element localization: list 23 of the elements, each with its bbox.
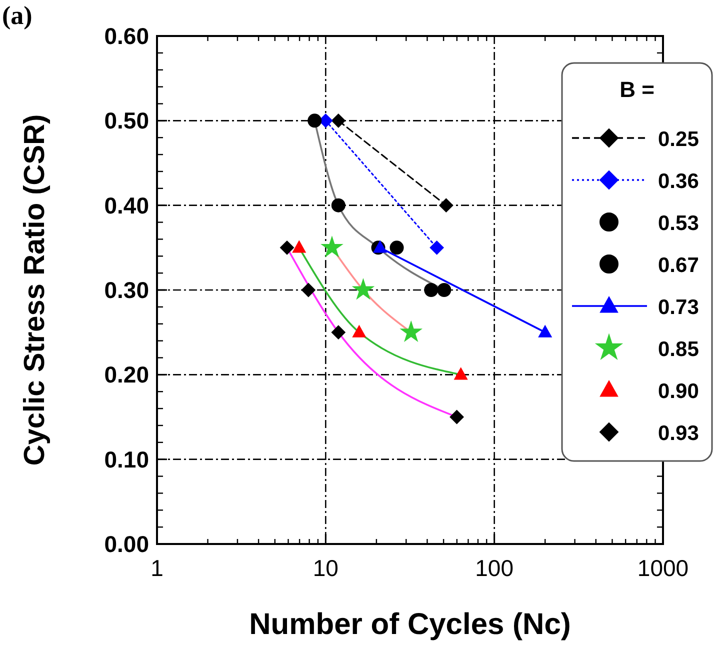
legend-label: 0.90 [658, 380, 699, 403]
y-axis-title: Cyclic Stress Ratio (CSR) [19, 114, 51, 466]
x-axis-title: Number of Cycles (Nc) [249, 608, 571, 641]
x-tick-label: 100 [475, 555, 514, 581]
legend-label: 0.25 [658, 128, 700, 151]
legend-title: B = [620, 77, 654, 102]
y-tick-label: 0.20 [104, 362, 149, 388]
x-tick-label: 1 [150, 555, 164, 581]
y-tick-label: 0.50 [104, 108, 149, 134]
y-tick-label: 0.10 [104, 446, 149, 472]
legend-label: 0.93 [658, 422, 699, 445]
y-tick-label: 0.40 [104, 192, 149, 218]
y-tick-label: 0.30 [104, 277, 149, 303]
x-tick-label: 10 [312, 555, 338, 581]
legend-label: 0.36 [658, 170, 699, 193]
chart-title: (a) [2, 1, 32, 30]
y-tick-label: 0.60 [104, 23, 149, 49]
legend-label: 0.67 [658, 254, 699, 277]
y-tick-label: 0.00 [104, 531, 149, 557]
legend-label: 0.73 [658, 296, 699, 319]
legend-label: 0.85 [658, 338, 700, 361]
legend-label: 0.53 [658, 212, 699, 235]
x-tick-label: 1000 [637, 555, 689, 581]
